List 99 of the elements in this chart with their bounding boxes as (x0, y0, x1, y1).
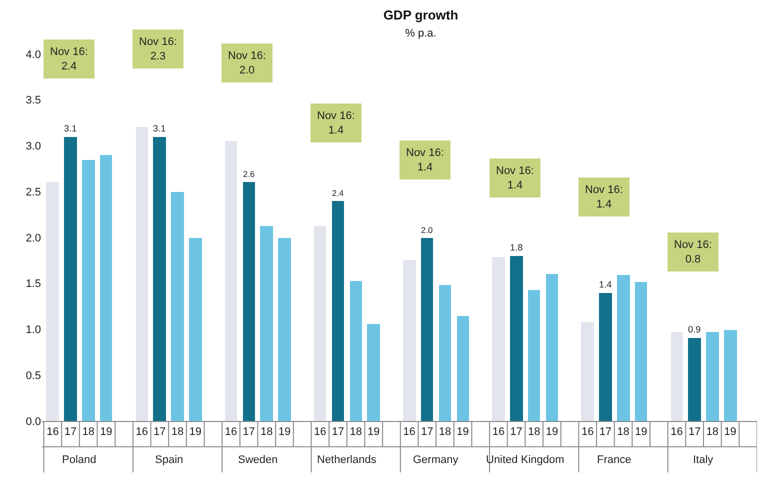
text: 19 (724, 426, 736, 438)
text: 19 (368, 426, 380, 438)
bar (189, 238, 202, 421)
bar (46, 182, 59, 421)
x-tick-label: Germany (413, 454, 459, 466)
series-label: 18 (82, 426, 94, 438)
y-tick-label: 2.5 (26, 186, 41, 198)
data-label: 1.4 (599, 280, 612, 290)
bar (492, 257, 505, 421)
text: 19 (546, 426, 558, 438)
text: 16 (670, 426, 683, 438)
bar (581, 322, 594, 421)
text: 16 (403, 426, 416, 438)
annotation: Nov 16: 1.4 (406, 147, 444, 174)
bar (688, 338, 701, 421)
chart-title: GDP growth (383, 7, 458, 22)
annotation: Nov 16: 2.4 (50, 46, 88, 72)
bar (260, 226, 273, 421)
text: 18 (528, 426, 540, 438)
x-tick-label: United Kingdom (486, 454, 564, 466)
data-label: 1.8 (510, 242, 523, 253)
text: 16 (492, 426, 505, 438)
bar (100, 155, 112, 421)
text: 19 (189, 426, 202, 438)
series-label: 19 (100, 426, 112, 438)
bar (350, 281, 362, 421)
data-label: 2.0 (421, 224, 434, 235)
text: 18 (438, 426, 452, 438)
series-label: 16 (46, 426, 59, 438)
annotation: Nov 16: 2.3 (139, 36, 177, 62)
bar (314, 226, 326, 421)
bar (724, 330, 737, 421)
bar (706, 332, 719, 421)
bar (528, 290, 540, 421)
bar (367, 324, 380, 421)
bar (546, 274, 558, 421)
data-label: 3.1 (64, 124, 77, 134)
bar (153, 137, 166, 421)
text: 17 (421, 426, 434, 438)
chart-subtitle: % p.a. (405, 27, 436, 40)
text: 18 (617, 426, 630, 438)
text: 18 (260, 426, 273, 438)
annotation: Nov 16: 0.8 (674, 239, 712, 266)
bar (225, 141, 237, 421)
y-tick-label: 2.0 (26, 232, 41, 244)
text: 17 (332, 426, 344, 438)
bar (171, 192, 184, 421)
x-tick-label: Poland (62, 454, 96, 466)
text: 16 (314, 426, 326, 438)
text: 17 (510, 426, 522, 438)
annotation: Nov 16: 1.4 (585, 184, 623, 210)
bar (617, 275, 630, 421)
data-label: 2.4 (332, 188, 344, 198)
text: 17 (154, 426, 166, 438)
bar (82, 160, 95, 421)
text: 19 (278, 426, 291, 438)
text: 18 (706, 426, 719, 438)
bar (403, 260, 416, 421)
data-label: 3.1 (153, 124, 166, 134)
bar (421, 238, 433, 421)
text: 16 (224, 426, 238, 438)
text: 17 (599, 426, 612, 438)
bar (671, 332, 683, 421)
bar (136, 127, 148, 421)
bar (332, 201, 344, 421)
text: 19 (634, 426, 648, 438)
x-tick-label: Italy (693, 454, 714, 466)
data-label: 2.6 (243, 168, 256, 179)
text: 17 (688, 426, 701, 438)
y-tick-label: 3.0 (26, 140, 41, 153)
data-label: 0.9 (688, 324, 701, 335)
text: 19 (456, 426, 469, 438)
x-tick-label: Spain (155, 454, 184, 466)
bar (243, 182, 255, 421)
annotation: Nov 16: 1.4 (317, 110, 355, 136)
x-tick-label: Sweden (238, 454, 278, 466)
bar (599, 293, 612, 421)
y-tick-label: 0.0 (26, 416, 41, 428)
y-tick-label: 1.5 (26, 278, 41, 290)
bar (635, 282, 647, 421)
y-tick-label: 0.5 (26, 370, 41, 382)
series-label: 17 (64, 426, 77, 438)
x-tick-label: France (597, 454, 632, 466)
text: 16 (136, 426, 148, 438)
y-tick-label: 4.0 (26, 48, 41, 61)
x-tick-label: Netherlands (317, 454, 377, 466)
text: 18 (171, 426, 184, 438)
bar (510, 256, 523, 421)
annotation: Nov 16: 2.0 (228, 50, 266, 76)
bar (64, 137, 77, 421)
text: 18 (350, 426, 362, 438)
bar (439, 285, 451, 421)
bar (457, 316, 469, 421)
y-tick-label: 1.0 (26, 324, 41, 336)
annotation: Nov 16: 1.4 (496, 165, 534, 192)
text: 16 (581, 426, 594, 438)
bar (278, 238, 291, 421)
text: 17 (242, 426, 255, 438)
y-tick-label: 3.5 (26, 94, 41, 107)
